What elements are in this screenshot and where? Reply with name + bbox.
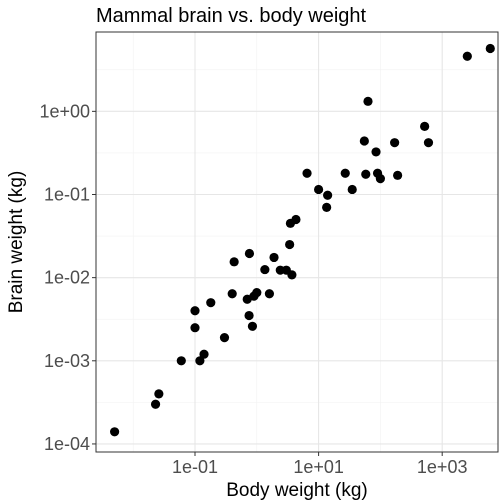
data-point bbox=[269, 252, 279, 263]
x-axis: 1e-01 1e+01 1e+03 bbox=[172, 452, 467, 477]
y-tick-label: 1e+00 bbox=[39, 101, 90, 121]
data-point bbox=[229, 257, 239, 267]
data-point bbox=[363, 96, 373, 106]
data-point bbox=[313, 184, 324, 195]
plot-panel bbox=[95, 31, 499, 453]
data-point bbox=[260, 264, 270, 275]
y-tick-label: 1e-02 bbox=[44, 268, 90, 288]
data-point bbox=[287, 270, 297, 280]
data-point bbox=[190, 306, 200, 316]
data-point bbox=[361, 169, 371, 179]
y-axis-title: Brain weight (kg) bbox=[6, 171, 27, 314]
x-tick-label: 1e+01 bbox=[293, 457, 344, 477]
data-point bbox=[247, 321, 258, 331]
data-point bbox=[206, 298, 216, 308]
data-point bbox=[252, 288, 262, 298]
data-point bbox=[227, 289, 237, 299]
data-point bbox=[485, 43, 495, 54]
data-point bbox=[359, 136, 369, 146]
data-point bbox=[390, 138, 400, 148]
major-gridlines bbox=[96, 32, 498, 452]
data-point bbox=[150, 399, 161, 409]
data-point bbox=[375, 174, 385, 184]
data-point bbox=[462, 51, 472, 61]
data-point bbox=[285, 239, 295, 250]
x-tick-label: 1e+03 bbox=[417, 457, 468, 477]
data-point bbox=[244, 248, 255, 259]
data-point bbox=[371, 147, 381, 157]
data-point bbox=[244, 310, 254, 321]
data-point bbox=[199, 349, 209, 359]
data-points bbox=[110, 43, 495, 437]
plot-border bbox=[95, 31, 499, 453]
data-point bbox=[219, 333, 230, 343]
y-tick-label: 1e-01 bbox=[44, 184, 90, 204]
data-point bbox=[323, 190, 333, 200]
data-point bbox=[347, 184, 357, 195]
data-point bbox=[291, 214, 301, 225]
y-tick-label: 1e-04 bbox=[44, 434, 90, 454]
chart-title: Mammal brain vs. body weight bbox=[96, 5, 367, 27]
data-point bbox=[190, 323, 200, 333]
x-axis-title: Body weight (kg) bbox=[226, 480, 368, 501]
data-point bbox=[176, 356, 186, 366]
data-point bbox=[195, 356, 205, 366]
y-axis: 1e-04 1e-03 1e-02 1e-01 1e+00 bbox=[39, 101, 96, 454]
data-point bbox=[322, 202, 332, 212]
data-point bbox=[110, 427, 120, 437]
data-point bbox=[154, 389, 164, 399]
data-point bbox=[420, 121, 430, 131]
data-point bbox=[393, 170, 403, 180]
data-point bbox=[340, 168, 350, 178]
minor-gridlines bbox=[96, 32, 498, 452]
x-tick-label: 1e-01 bbox=[172, 457, 218, 477]
y-tick-label: 1e-03 bbox=[44, 351, 90, 371]
data-point bbox=[302, 168, 312, 178]
data-point bbox=[423, 138, 434, 148]
data-point bbox=[264, 289, 275, 299]
